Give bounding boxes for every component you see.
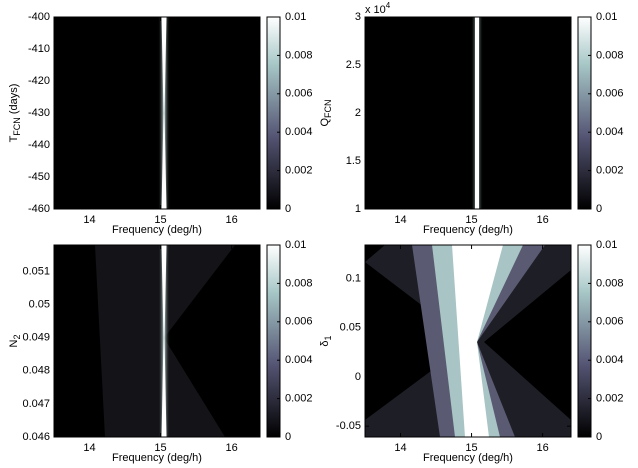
colorbar-tick-label: 0.004 bbox=[596, 354, 624, 366]
x-tick-label: 15 bbox=[465, 442, 477, 454]
colorbar-tick-label: 0 bbox=[596, 203, 602, 215]
x-tick-label: 16 bbox=[536, 442, 548, 454]
colorbar-tick-label: 0.008 bbox=[285, 49, 313, 61]
x-axis-label: Frequency (deg/h) bbox=[112, 452, 202, 464]
y-multiplier: x 104 bbox=[365, 1, 391, 16]
x-tick-label: 15 bbox=[154, 442, 166, 454]
y-tick-label: -410 bbox=[28, 43, 50, 55]
heatmap-ridge bbox=[475, 17, 479, 209]
colorbar-tick-label: 0.01 bbox=[285, 239, 306, 251]
y-label-main: T bbox=[8, 135, 20, 142]
x-tick-label: 14 bbox=[394, 442, 406, 454]
y-tick-label: 2.5 bbox=[346, 59, 361, 71]
x-tick-label: 15 bbox=[465, 214, 477, 226]
multiplier-base: x 10 bbox=[365, 4, 386, 16]
heatmap-cone bbox=[432, 245, 523, 437]
y-tick-label: -430 bbox=[28, 107, 50, 119]
y-label-main: δ bbox=[319, 340, 331, 346]
x-tick-label: 14 bbox=[83, 214, 95, 226]
colorbar-tick-label: 0 bbox=[285, 431, 291, 443]
colorbar-tick-label: 0.01 bbox=[596, 239, 617, 251]
axes-frame bbox=[364, 244, 572, 438]
colorbar bbox=[577, 16, 592, 210]
y-label-sub: 2 bbox=[12, 335, 22, 340]
x-axis-label: Frequency (deg/h) bbox=[423, 224, 513, 236]
y-label-sub: FCN bbox=[12, 117, 22, 136]
colorbar-tick-label: 0.002 bbox=[596, 165, 624, 177]
x-tick-label: 14 bbox=[394, 214, 406, 226]
y-tick-label: 0.048 bbox=[22, 365, 50, 377]
y-tick-label: 1 bbox=[355, 203, 361, 215]
colorbar-tick-label: 0.004 bbox=[596, 126, 624, 138]
y-label-suffix: (days) bbox=[8, 84, 20, 118]
axes-frame bbox=[53, 244, 261, 438]
heatmap-bg bbox=[54, 17, 260, 209]
heatmap-ridge bbox=[161, 17, 167, 209]
colorbar-tick-label: 0.01 bbox=[285, 11, 306, 23]
heatmap-ridge bbox=[161, 245, 167, 437]
colorbar-tick-label: 0.01 bbox=[596, 11, 617, 23]
y-axis-label: δ1 bbox=[319, 335, 333, 346]
y-tick-label: -460 bbox=[28, 203, 50, 215]
y-tick-label: 0.051 bbox=[22, 265, 50, 277]
x-tick-label: 16 bbox=[225, 214, 237, 226]
y-tick-label: 0.1 bbox=[346, 272, 361, 284]
y-axis-label: TFCN (days) bbox=[8, 84, 22, 143]
colorbar-tick-label: 0.008 bbox=[285, 277, 313, 289]
y-tick-label: 0.046 bbox=[22, 431, 50, 443]
y-axis-label: QFCN bbox=[319, 99, 333, 126]
y-axis-label: N2 bbox=[8, 335, 22, 348]
colorbar bbox=[577, 244, 592, 438]
colorbar-tick-label: 0 bbox=[596, 431, 602, 443]
y-tick-label: -0.05 bbox=[336, 420, 361, 432]
heatmap-cone bbox=[452, 245, 503, 437]
y-tick-label: 1.5 bbox=[346, 155, 361, 167]
y-tick-label: -420 bbox=[28, 75, 50, 87]
colorbar bbox=[266, 244, 281, 438]
y-tick-label: -400 bbox=[28, 11, 50, 23]
x-tick-label: 14 bbox=[83, 442, 95, 454]
colorbar-tick-label: 0.008 bbox=[596, 277, 624, 289]
y-label-main: N bbox=[8, 339, 20, 347]
x-tick-label: 16 bbox=[536, 214, 548, 226]
x-axis-label: Frequency (deg/h) bbox=[423, 452, 513, 464]
colorbar-tick-label: 0 bbox=[285, 203, 291, 215]
colorbar-tick-label: 0.004 bbox=[285, 126, 313, 138]
heatmap-cone bbox=[365, 245, 571, 437]
colorbar-tick-label: 0.008 bbox=[596, 49, 624, 61]
y-tick-label: 0.05 bbox=[29, 298, 50, 310]
y-tick-label: -440 bbox=[28, 139, 50, 151]
y-tick-label: -450 bbox=[28, 171, 50, 183]
colorbar-tick-label: 0.002 bbox=[596, 393, 624, 405]
y-tick-label: 3 bbox=[355, 11, 361, 23]
colorbar-tick-label: 0.002 bbox=[285, 393, 313, 405]
x-tick-label: 16 bbox=[225, 442, 237, 454]
heatmap-image bbox=[54, 17, 571, 437]
y-tick-label: 2 bbox=[355, 107, 361, 119]
y-label-main: Q bbox=[319, 118, 331, 127]
y-label-sub: FCN bbox=[323, 99, 333, 118]
colorbar bbox=[266, 16, 281, 210]
x-tick-label: 15 bbox=[154, 214, 166, 226]
colorbar-tick-label: 0.006 bbox=[596, 316, 624, 328]
y-tick-label: 0.049 bbox=[22, 332, 50, 344]
colorbar-tick-label: 0.006 bbox=[285, 88, 313, 100]
multiplier-exponent: 4 bbox=[386, 1, 391, 10]
y-label-sub: 1 bbox=[323, 335, 333, 340]
y-tick-label: 0.047 bbox=[22, 398, 50, 410]
heatmap-bg bbox=[365, 17, 571, 209]
colorbar-tick-label: 0.004 bbox=[285, 354, 313, 366]
colorbar-tick-label: 0.006 bbox=[285, 316, 313, 328]
colorbar-tick-label: 0.006 bbox=[596, 88, 624, 100]
y-tick-label: 0.05 bbox=[340, 322, 361, 334]
y-tick-label: 0 bbox=[355, 371, 361, 383]
x-axis-label: Frequency (deg/h) bbox=[112, 224, 202, 236]
colorbar-tick-label: 0.002 bbox=[285, 165, 313, 177]
